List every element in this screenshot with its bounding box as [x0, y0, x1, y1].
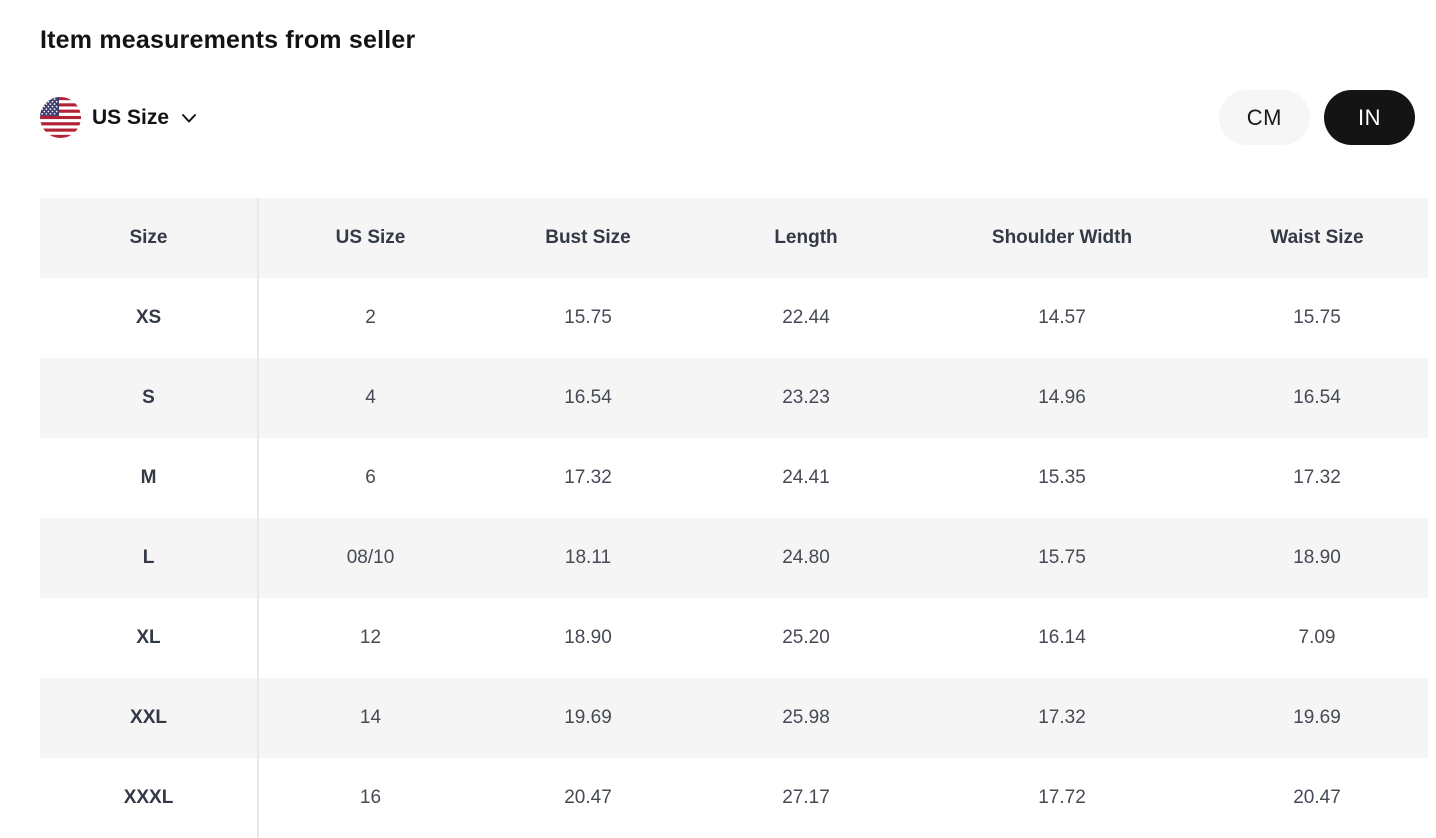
shoulder-width-cell: 14.96	[918, 358, 1206, 438]
length-cell: 24.41	[782, 467, 830, 488]
shoulder-width-cell: 14.57	[1038, 307, 1086, 328]
table-row-m: M 6 17.32 24.41 15.35 17.32	[40, 438, 1428, 518]
shoulder-width-cell: 16.14	[1038, 627, 1086, 648]
us-flag-icon	[40, 97, 81, 138]
size-cell: S	[40, 358, 259, 438]
column-header-size: Size	[40, 198, 259, 278]
length-cell: 25.98	[694, 678, 918, 758]
shoulder-width-cell: 15.75	[918, 518, 1206, 598]
waist-size-cell: 16.54	[1206, 358, 1428, 438]
measurements-table: Size US Size Bust Size Length Shoulder W…	[40, 198, 1428, 838]
table-row-l: L 08/10 18.11 24.80 15.75 18.90	[40, 518, 1428, 598]
waist-size-cell: 20.47	[1293, 787, 1341, 808]
size-cell: M	[40, 438, 259, 518]
us-size-cell: 16	[359, 787, 382, 808]
size-cell: L	[40, 518, 259, 598]
bust-size-cell: 16.54	[482, 358, 694, 438]
waist-size-cell: 19.69	[1206, 678, 1428, 758]
unit-in-button[interactable]: IN	[1324, 90, 1415, 145]
length-cell: 23.23	[694, 358, 918, 438]
shoulder-width-cell: 17.32	[918, 678, 1206, 758]
length-cell: 25.20	[782, 627, 830, 648]
length-cell: 22.44	[782, 307, 830, 328]
bust-size-cell: 18.11	[482, 518, 694, 598]
column-header-shoulder-width: Shoulder Width	[918, 198, 1206, 278]
size-cell: XXXL	[40, 758, 259, 838]
length-cell: 24.80	[694, 518, 918, 598]
table-header-row: Size US Size Bust Size Length Shoulder W…	[40, 198, 1428, 278]
column-header-us-size: US Size	[258, 198, 482, 278]
size-cell: XXL	[40, 678, 259, 758]
column-header-bust-size: Bust Size	[482, 198, 694, 278]
us-size-cell: 08/10	[258, 518, 482, 598]
chevron-down-icon	[182, 113, 197, 122]
bust-size-cell: 18.90	[564, 627, 612, 648]
table-row-xxl: XXL 14 19.69 25.98 17.32 19.69	[40, 678, 1428, 758]
column-header-length: Length	[694, 198, 918, 278]
column-header-waist-size: Waist Size	[1206, 198, 1428, 278]
us-size-cell: 12	[359, 627, 382, 648]
bust-size-cell: 19.69	[482, 678, 694, 758]
us-size-cell: 2	[365, 307, 376, 328]
page-title: Item measurements from seller	[40, 26, 416, 54]
size-cell: XL	[40, 598, 259, 678]
us-size-cell: 14	[258, 678, 482, 758]
shoulder-width-cell: 17.72	[1038, 787, 1086, 808]
us-size-cell: 6	[365, 467, 376, 488]
size-system-label: US Size	[92, 105, 170, 129]
table-row-s: S 4 16.54 23.23 14.96 16.54	[40, 358, 1428, 438]
waist-size-cell: 18.90	[1206, 518, 1428, 598]
waist-size-cell: 15.75	[1293, 307, 1341, 328]
waist-size-cell: 17.32	[1293, 467, 1341, 488]
table-row-xl: XL 12 18.90 25.20 16.14 7.09	[40, 598, 1428, 678]
us-size-cell: 4	[258, 358, 482, 438]
bust-size-cell: 20.47	[564, 787, 612, 808]
unit-toggle: CM IN	[1218, 90, 1415, 145]
length-cell: 27.17	[782, 787, 830, 808]
unit-cm-button[interactable]: CM	[1218, 90, 1310, 145]
bust-size-cell: 17.32	[564, 467, 612, 488]
size-system-selector[interactable]: US Size	[40, 97, 199, 138]
bust-size-cell: 15.75	[564, 307, 612, 328]
waist-size-cell: 7.09	[1298, 627, 1336, 648]
table-row-xxxl: XXXL 16 20.47 27.17 17.72 20.47	[40, 758, 1428, 838]
controls-row: US Size CM IN	[40, 90, 1415, 145]
table-row-xs: XS 2 15.75 22.44 14.57 15.75	[40, 278, 1428, 358]
shoulder-width-cell: 15.35	[1038, 467, 1086, 488]
size-cell: XS	[40, 278, 259, 358]
